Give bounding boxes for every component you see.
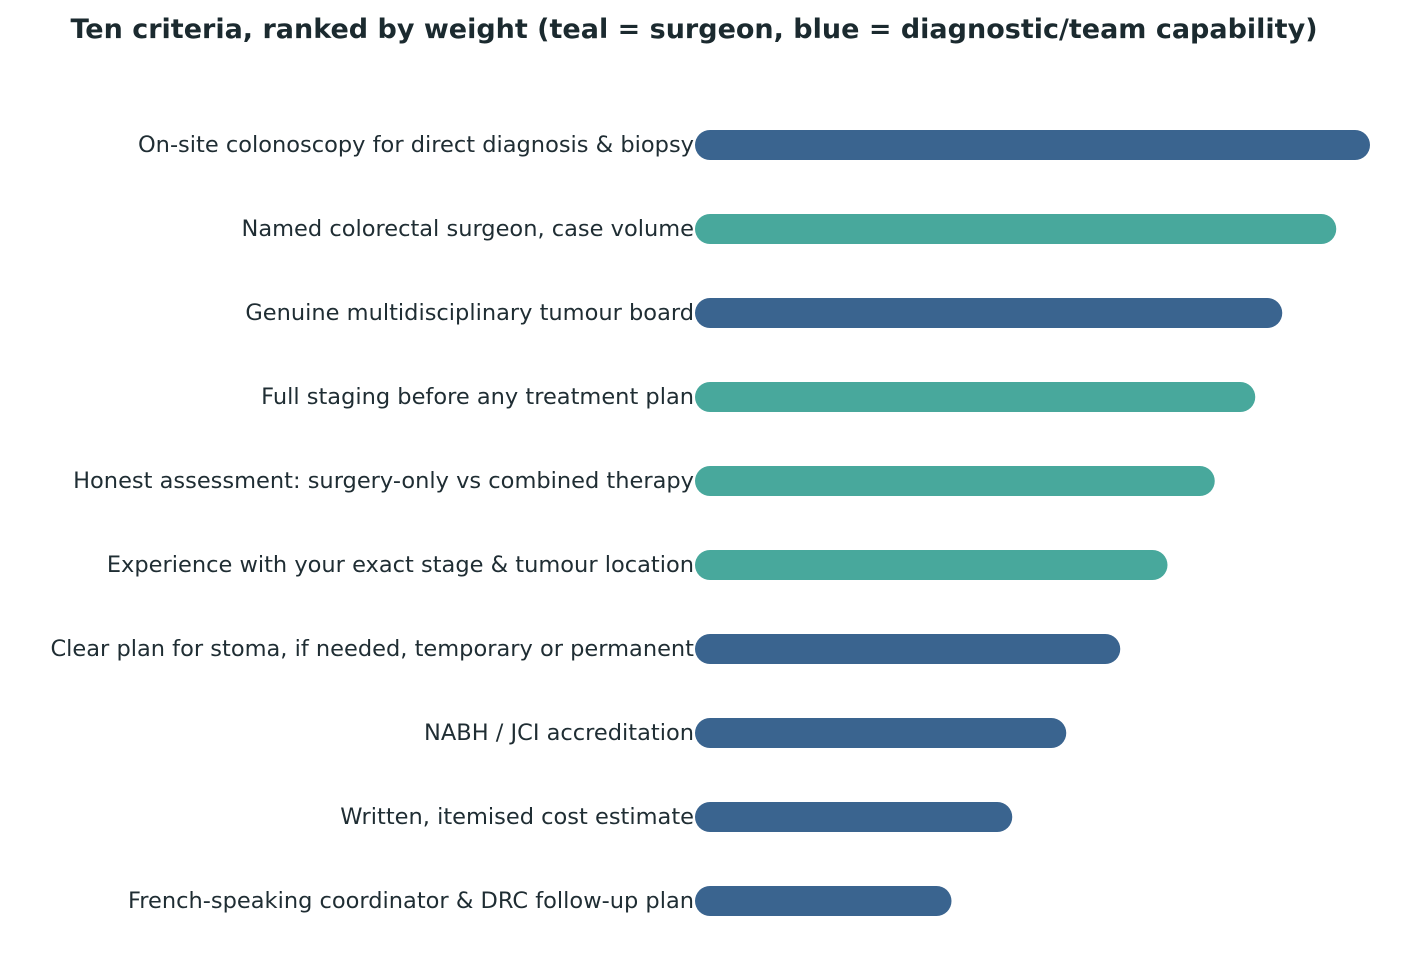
category-label-1: On-site colonoscopy for direct diagnosis… (138, 132, 694, 158)
bar-9 (695, 802, 1013, 832)
bar-6 (695, 550, 1168, 580)
bar-5 (695, 466, 1215, 496)
bar-7 (695, 634, 1121, 664)
chart-title: Ten criteria, ranked by weight (teal = s… (70, 14, 1318, 45)
category-label-2: Named colorectal surgeon, case volume (242, 216, 694, 242)
category-label-7: Clear plan for stoma, if needed, tempora… (50, 636, 694, 662)
category-label-3: Genuine multidisciplinary tumour board (245, 300, 694, 326)
bar-1 (695, 130, 1370, 160)
category-labels: On-site colonoscopy for direct diagnosis… (50, 132, 694, 914)
bar-3 (695, 298, 1283, 328)
bar-2 (695, 214, 1337, 244)
category-label-9: Written, itemised cost estimate (340, 804, 694, 830)
bar-8 (695, 718, 1067, 748)
category-label-10: French-speaking coordinator & DRC follow… (128, 888, 694, 914)
category-label-6: Experience with your exact stage & tumou… (107, 552, 694, 578)
bar-4 (695, 382, 1256, 412)
category-label-4: Full staging before any treatment plan (261, 384, 694, 410)
bar-10 (695, 886, 952, 916)
category-label-8: NABH / JCI accreditation (424, 720, 694, 746)
bars-layer (695, 130, 1370, 916)
category-label-5: Honest assessment: surgery-only vs combi… (73, 468, 694, 494)
